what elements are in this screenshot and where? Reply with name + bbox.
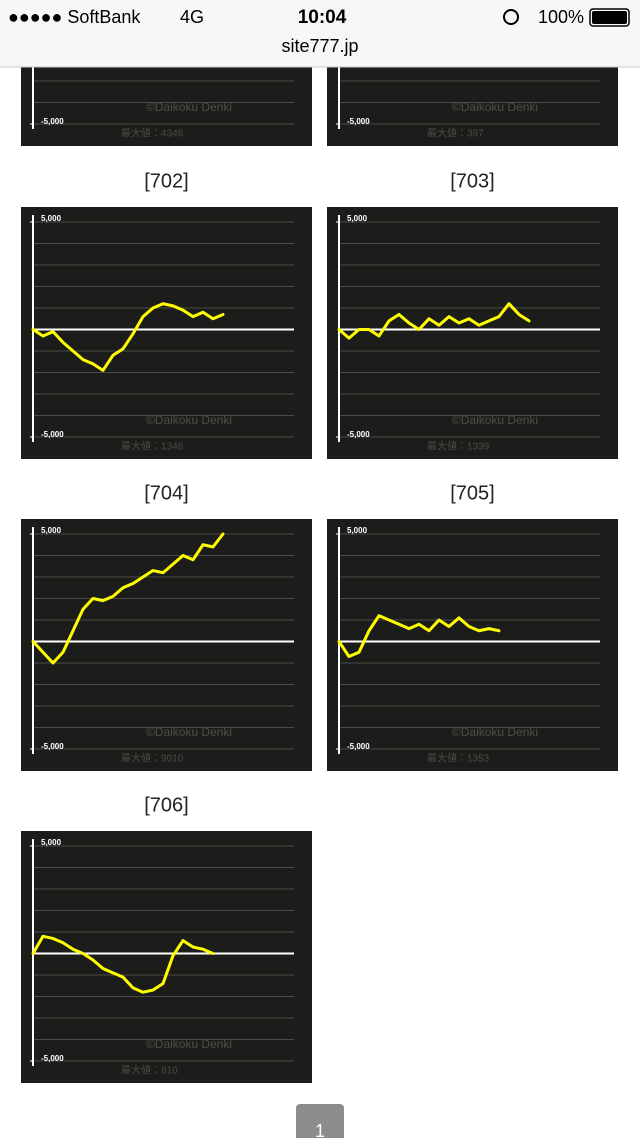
max-value: 最大値：1339 bbox=[427, 440, 490, 453]
graph-panel: [705] 5,000 -5,000 ©Daikoku Denki 最大値：1353 bbox=[327, 482, 618, 771]
y-tick-label: 5,000 bbox=[41, 838, 62, 847]
max-value: 最大値：9010 bbox=[121, 752, 184, 765]
y-tick-label: 5,000 bbox=[41, 214, 62, 223]
y-tick-label: -5,000 bbox=[41, 1054, 64, 1063]
graph-background bbox=[327, 519, 618, 771]
y-tick-label: -5,000 bbox=[41, 742, 64, 751]
graph-background bbox=[21, 519, 312, 771]
watermark: ©Daikoku Denki bbox=[452, 725, 538, 739]
panel-label: [706] bbox=[144, 794, 188, 816]
pagination[interactable]: 1 bbox=[296, 1104, 344, 1138]
page-number[interactable]: 1 bbox=[315, 1121, 325, 1138]
graph-background bbox=[21, 831, 312, 1083]
graph-panel: [704] 5,000 -5,000 ©Daikoku Denki 最大値：9010 bbox=[21, 482, 312, 771]
y-tick-label: 5,000 bbox=[347, 214, 368, 223]
graph-panel: [703] 5,000 -5,000 ©Daikoku Denki 最大値：1339 bbox=[327, 170, 618, 459]
watermark: ©Daikoku Denki bbox=[452, 413, 538, 427]
battery-icon bbox=[589, 8, 630, 27]
page-button[interactable] bbox=[296, 1104, 344, 1138]
max-value: 最大値：4346 bbox=[121, 127, 184, 140]
y-tick-label: -5,000 bbox=[41, 430, 64, 439]
y-tick-label: -5,000 bbox=[41, 117, 64, 126]
browser-header: ●●●●● SoftBank 4G 10:04 100% site777.jp bbox=[0, 0, 640, 68]
clock: 10:04 bbox=[298, 7, 347, 28]
max-value: 最大値：397 bbox=[427, 127, 484, 140]
panel-label: [703] bbox=[450, 170, 494, 192]
y-tick-label: -5,000 bbox=[347, 430, 370, 439]
balance-line bbox=[31, 934, 215, 994]
panel-label: [705] bbox=[450, 482, 494, 504]
balance-line bbox=[337, 614, 501, 659]
panel-label: [704] bbox=[144, 482, 188, 504]
watermark: ©Daikoku Denki bbox=[146, 1037, 232, 1051]
panel-list: -5,000 ©Daikoku Denki 最大値：4346 -5,000 ©Daiko… bbox=[21, 0, 618, 1083]
max-value: 最大値：1353 bbox=[427, 752, 490, 765]
watermark: ©Daikoku Denki bbox=[146, 413, 232, 427]
graph-panel: [702] 5,000 -5,000 ©Daikoku Denki 最大値：1348 bbox=[21, 170, 312, 459]
balance-line bbox=[31, 302, 225, 372]
balance-line bbox=[337, 302, 531, 340]
watermark: ©Daikoku Denki bbox=[452, 100, 538, 114]
header-background bbox=[0, 0, 640, 67]
carrier: ●●●●● SoftBank bbox=[8, 7, 141, 27]
network: 4G bbox=[180, 7, 204, 27]
watermark: ©Daikoku Denki bbox=[146, 100, 232, 114]
battery-level: 100% bbox=[538, 7, 584, 27]
y-tick-label: 5,000 bbox=[347, 526, 368, 535]
y-tick-label: 5,000 bbox=[41, 526, 62, 535]
max-value: 最大値：810 bbox=[121, 1064, 178, 1077]
url[interactable]: site777.jp bbox=[281, 36, 358, 56]
rotation-lock-icon bbox=[503, 9, 519, 25]
max-value: 最大値：1348 bbox=[121, 440, 184, 453]
y-tick-label: -5,000 bbox=[347, 742, 370, 751]
graph-panel: [706] 5,000 -5,000 ©Daikoku Denki 最大値：810 bbox=[21, 794, 312, 1083]
battery-fill bbox=[592, 11, 627, 24]
panel-label: [702] bbox=[144, 170, 188, 192]
watermark: ©Daikoku Denki bbox=[146, 725, 232, 739]
y-tick-label: -5,000 bbox=[347, 117, 370, 126]
graph-background bbox=[21, 207, 312, 459]
balance-line bbox=[31, 532, 225, 665]
